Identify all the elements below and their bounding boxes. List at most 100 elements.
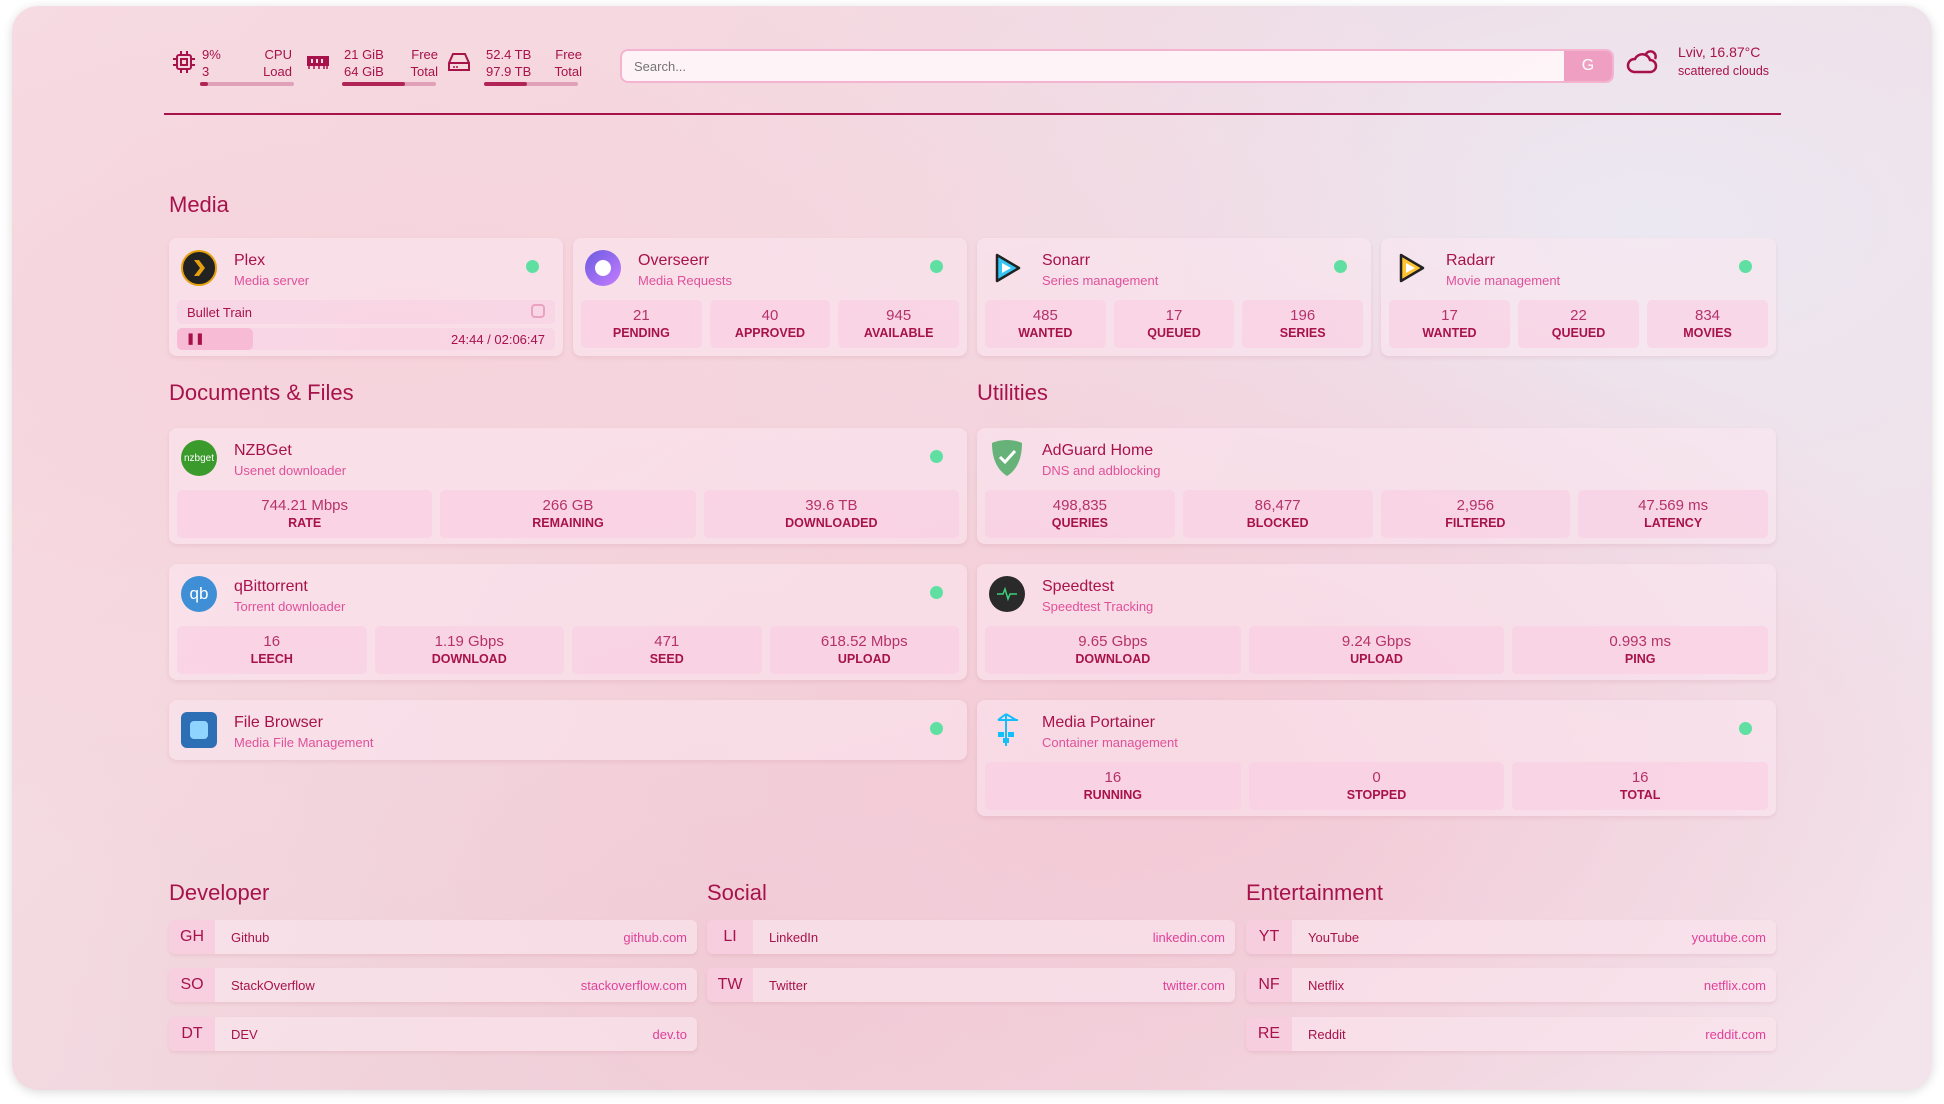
weather-location-temp: Lviv, 16.87°C [1678, 44, 1761, 60]
plex-card[interactable]: Plex Media server Bullet Train ❚❚ 24:44 … [169, 238, 563, 356]
bookmark-name: YouTube [1308, 929, 1360, 945]
stat-label: UPLOAD [1350, 652, 1403, 666]
nzbget-icon: nzbget [181, 440, 217, 476]
sonarr-title: Sonarr [1042, 252, 1091, 269]
stat-value: 17 [1441, 307, 1458, 324]
stat-running: 16 RUNNING [985, 762, 1241, 810]
load-label: Load [263, 64, 292, 79]
disk-bar [484, 82, 578, 86]
stat-label: TOTAL [1619, 788, 1661, 802]
documents-heading: Documents & Files [169, 380, 354, 405]
stat-queued: 22 QUEUED [1518, 300, 1639, 348]
overseerr-card[interactable]: Overseerr Media Requests 21 PENDING 40 APP… [573, 238, 967, 356]
stats-row: 744.21 Mbps RATE 266 GB REMAINING 39.6 TB D… [177, 490, 959, 538]
adguard-card[interactable]: AdGuard Home DNS and adblocking 498,835 Q… [977, 428, 1776, 544]
stat-download: 9.65 Gbps DOWNLOAD [985, 626, 1241, 674]
overseerr-title: Overseerr [638, 252, 710, 269]
entertainment-heading: Entertainment [1246, 880, 1383, 905]
sonarr-card[interactable]: Sonarr Series management 485 WANTED 17 QUE… [977, 238, 1371, 356]
cpu-bar-fill [200, 82, 209, 86]
stats-row: 498,835 QUERIES 86,477 BLOCKED 2,956 FILTER… [985, 490, 1768, 538]
disk-icon [448, 53, 470, 71]
bookmark-url: stackoverflow.com [580, 977, 687, 993]
cpu-label: CPU [264, 47, 292, 62]
stat-label: DOWNLOAD [431, 652, 507, 666]
search-engine-button[interactable]: G [1564, 51, 1612, 81]
stat-wanted: 485 WANTED [985, 300, 1106, 348]
stats-row: 485 WANTED 17 QUEUED 196 SERIES [985, 300, 1364, 348]
stat-upload: 618.52 Mbps UPLOAD [769, 626, 959, 674]
stats-row: 21 PENDING 40 APPROVED 945 AVAILABLE [581, 300, 960, 348]
stat-label: PING [1624, 652, 1656, 666]
bookmark-name: Github [231, 929, 270, 945]
stats-row: 9.65 Gbps DOWNLOAD 9.24 Gbps UPLOAD 0.993 … [985, 626, 1769, 674]
ram-total-label: Total [410, 64, 438, 79]
disk-bar-fill [484, 82, 528, 86]
status-dot [526, 260, 539, 273]
portainer-subtitle: Container management [1042, 735, 1178, 750]
bookmark-linkedin[interactable]: LI LinkedIn linkedin.com [707, 920, 1235, 954]
bookmark-abbr: GH [169, 920, 215, 954]
portainer-card[interactable]: Media Portainer Container management 16 R… [977, 700, 1776, 816]
qbittorrent-card[interactable]: qb qBittorrent Torrent downloader 16 LEEC… [169, 564, 967, 680]
stat-label: QUEUED [1551, 326, 1606, 340]
bookmark-name: DEV [231, 1026, 258, 1042]
now-playing-title: Bullet Train [187, 305, 253, 320]
playback-progress [177, 328, 253, 350]
stat-label: DOWNLOAD [1075, 652, 1151, 666]
adguard-title: AdGuard Home [1042, 442, 1154, 459]
bookmark-name: StackOverflow [231, 977, 315, 993]
qbittorrent-icon: qb [181, 576, 217, 612]
adguard-shield-icon [989, 440, 1025, 476]
bookmark-stackoverflow[interactable]: SO StackOverflow stackoverflow.com [169, 968, 697, 1002]
bookmark-reddit[interactable]: RE Reddit reddit.com [1246, 1017, 1776, 1051]
filebrowser-icon [181, 712, 217, 748]
overseerr-subtitle: Media Requests [638, 273, 732, 288]
bookmark-netflix[interactable]: NF Netflix netflix.com [1246, 968, 1776, 1002]
ram-icon [307, 56, 329, 69]
stat-value: 266 GB [542, 497, 594, 514]
bookmark-url: github.com [623, 929, 687, 945]
stat-label: RATE [288, 516, 322, 530]
stat-total: 16 TOTAL [1512, 762, 1769, 810]
radarr-card[interactable]: Radarr Movie management 17 WANTED 22 QUEUE… [1381, 238, 1776, 356]
status-dot [1739, 260, 1752, 273]
dashboard-window: 9% 3 CPU Load 21 GiB 64 GiB Free Total 52.4 … [12, 6, 1932, 1090]
bookmark-youtube[interactable]: YT YouTube youtube.com [1246, 920, 1776, 954]
bookmark-name: Twitter [769, 977, 808, 993]
stat-value: 744.21 Mbps [261, 497, 349, 514]
bookmark-twitter[interactable]: TW Twitter twitter.com [707, 968, 1235, 1002]
ram-widget: 21 GiB 64 GiB Free Total [344, 46, 438, 80]
stat-label: RUNNING [1083, 788, 1142, 802]
filebrowser-card[interactable]: File Browser Media File Management [169, 700, 967, 760]
bookmark-dev[interactable]: DT DEV dev.to [169, 1017, 697, 1051]
radarr-icon [1393, 250, 1429, 286]
stat-value: 17 [1165, 307, 1183, 324]
stat-value: 618.52 Mbps [820, 633, 908, 650]
cpu-load-value: 9% [202, 47, 221, 62]
playback-row: ❚❚ 24:44 / 02:06:47 [177, 328, 555, 350]
plex-subtitle: Media server [234, 273, 310, 288]
disk-total-label: Total [554, 64, 582, 79]
stat-value: 0 [1372, 769, 1381, 786]
speedtest-card[interactable]: Speedtest Speedtest Tracking 9.65 Gbps DO… [977, 564, 1776, 680]
pause-icon[interactable]: ❚❚ [186, 333, 205, 345]
bookmark-github[interactable]: GH Github github.com [169, 920, 697, 954]
cpu-cores: 3 [202, 64, 210, 79]
stat-value: 16 [1631, 769, 1649, 786]
stat-value: 47.569 ms [1638, 497, 1709, 514]
playback-time: 24:44 / 02:06:47 [451, 332, 545, 347]
utilities-heading: Utilities [977, 380, 1048, 405]
stat-value: 945 [886, 307, 912, 324]
stat-value: 9.24 Gbps [1341, 633, 1412, 650]
stat-filtered: 2,956 FILTERED [1380, 490, 1571, 538]
stat-label: WANTED [1422, 326, 1477, 340]
bookmark-abbr: TW [707, 968, 753, 1002]
adguard-subtitle: DNS and adblocking [1042, 463, 1161, 478]
stat-label: MOVIES [1683, 326, 1732, 340]
disk-total-value: 97.9 TB [486, 64, 532, 79]
search-input[interactable] [622, 51, 1564, 81]
stat-rate: 744.21 Mbps RATE [177, 490, 433, 538]
nzbget-card[interactable]: nzbget NZBGet Usenet downloader 744.21 M… [169, 428, 967, 544]
stat-value: 834 [1694, 307, 1721, 324]
